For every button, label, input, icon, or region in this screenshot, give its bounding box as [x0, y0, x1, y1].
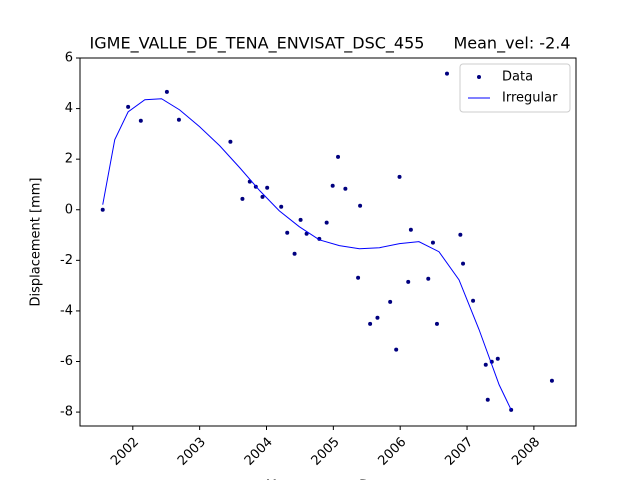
data-point: [495, 356, 500, 361]
chart-subtitle: Mean_vel: -2.4: [453, 34, 570, 54]
legend-label: Data: [502, 70, 533, 85]
legend: Data Irregular: [459, 63, 571, 113]
legend-label: Irregular: [502, 91, 558, 106]
data-point: [426, 276, 431, 281]
data-point: [368, 321, 373, 326]
y-tick-label: 2: [65, 152, 73, 167]
data-point: [324, 220, 329, 225]
x-axis-label: Measurement Date: [266, 479, 390, 480]
data-point: [292, 251, 297, 256]
fit-line: [102, 98, 512, 411]
legend-marker: [477, 75, 481, 79]
data-point: [164, 89, 169, 94]
data-point: [397, 174, 402, 179]
y-tick-label: 6: [65, 51, 73, 66]
plot-frame: [79, 57, 577, 427]
data-point: [100, 207, 105, 212]
data-point: [408, 227, 413, 232]
data-point: [126, 104, 131, 109]
data-point: [549, 378, 554, 383]
data-point: [240, 196, 245, 201]
data-point: [298, 217, 303, 222]
data-point: [485, 397, 490, 402]
data-point: [285, 230, 290, 235]
data-point: [336, 154, 341, 159]
data-point: [138, 118, 143, 123]
y-tick-label: -2: [60, 253, 73, 268]
y-axis-label: Displacement [mm]: [29, 178, 44, 307]
data-point: [358, 203, 363, 208]
data-point: [430, 240, 435, 245]
data-point: [394, 347, 399, 352]
data-point: [343, 186, 348, 191]
data-point: [279, 204, 284, 209]
data-point: [434, 321, 439, 326]
data-point: [461, 261, 466, 266]
data-point: [228, 139, 233, 144]
y-tick-label: 0: [65, 202, 73, 217]
data-point: [471, 298, 476, 303]
data-point: [406, 279, 411, 284]
data-point: [458, 232, 463, 237]
data-point: [388, 299, 393, 304]
data-point: [509, 407, 514, 412]
data-point: [304, 231, 309, 236]
data-point: [260, 194, 265, 199]
data-point: [483, 362, 488, 367]
y-tick-label: 4: [65, 101, 73, 116]
y-tick-label: -6: [60, 354, 73, 369]
chart-title: IGME_VALLE_DE_TENA_ENVISAT_DSC_455: [90, 34, 425, 54]
y-tick-label: -8: [60, 405, 73, 420]
data-point: [356, 275, 361, 280]
data-point: [444, 71, 449, 76]
data-point: [375, 315, 380, 320]
data-point: [330, 183, 335, 188]
y-tick-label: -4: [60, 303, 73, 318]
legend-box: [459, 63, 571, 113]
data-point: [176, 117, 181, 122]
data-point: [265, 185, 270, 190]
